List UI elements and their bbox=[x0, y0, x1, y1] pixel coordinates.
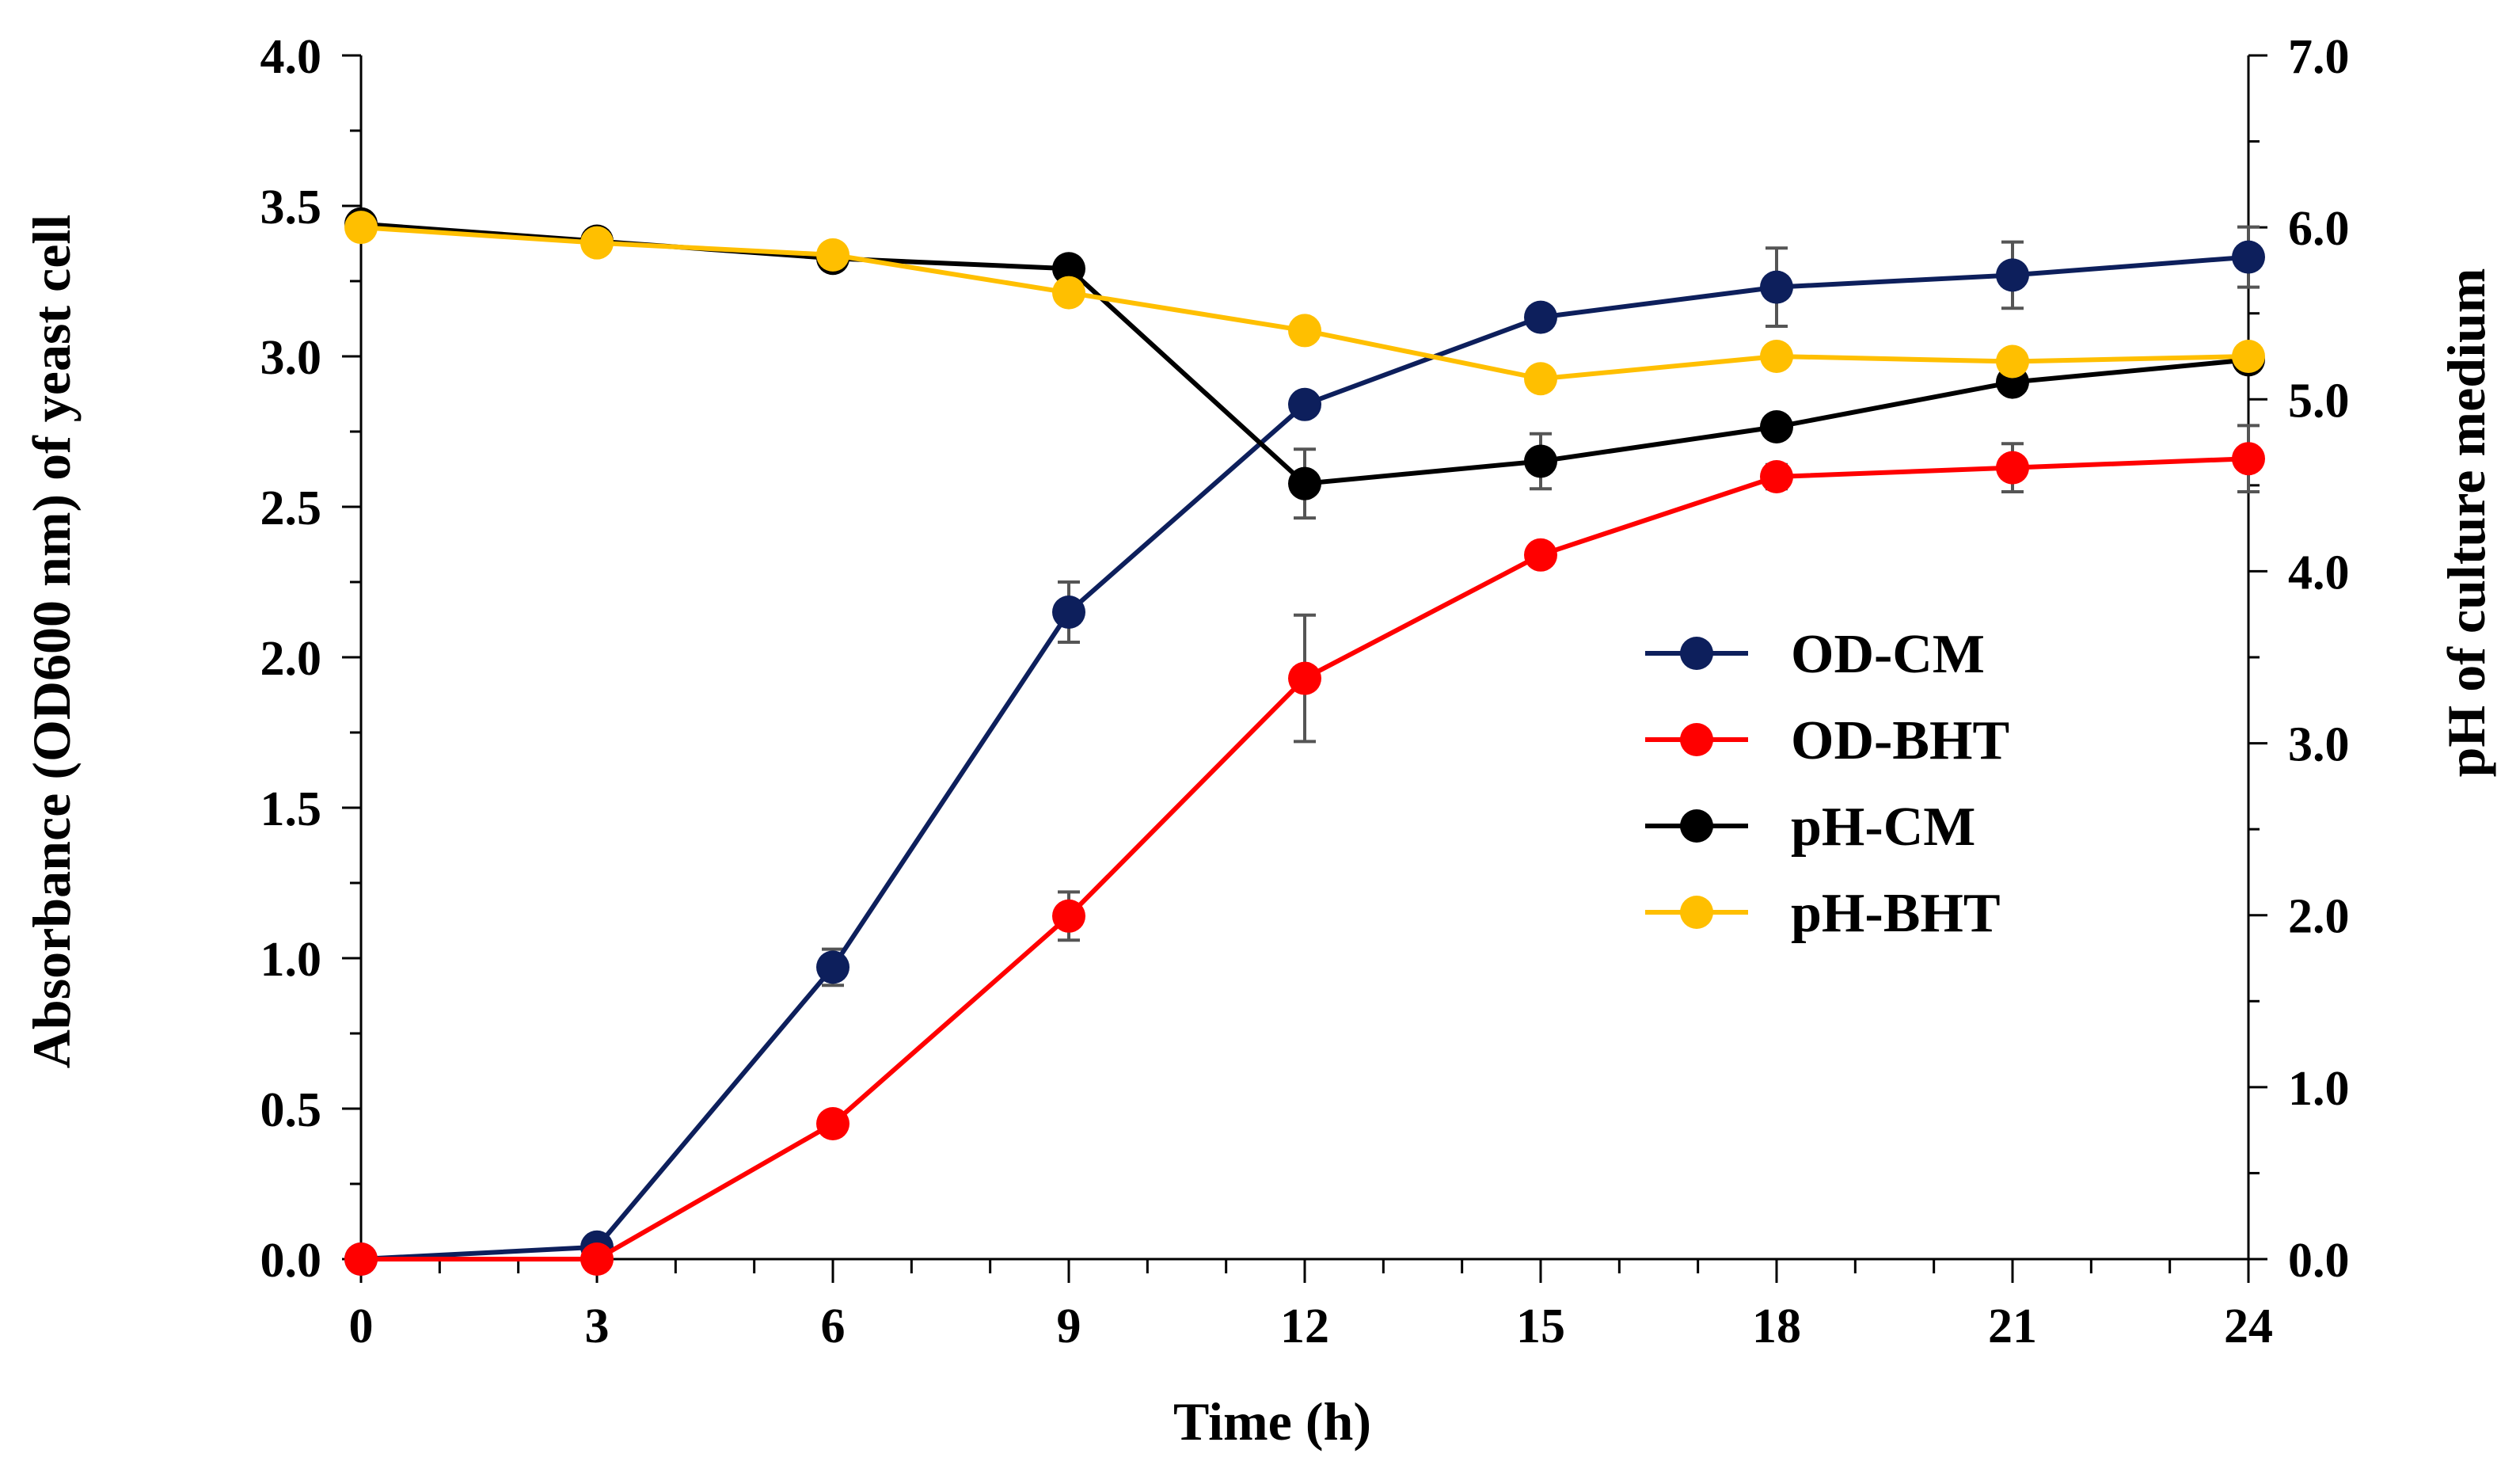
legend-item-od-cm: OD-CM bbox=[1645, 624, 1985, 685]
data-point bbox=[1996, 258, 2029, 292]
data-point bbox=[2232, 442, 2265, 476]
y-tick-label: 1.0 bbox=[260, 933, 322, 987]
y2-tick-label: 2.0 bbox=[2288, 890, 2350, 944]
series-ph-bht bbox=[344, 211, 2265, 396]
legend-marker bbox=[1680, 637, 1713, 670]
y-tick-label: 4.0 bbox=[260, 30, 322, 84]
legend-marker bbox=[1680, 809, 1713, 843]
x-tick-label: 12 bbox=[1280, 1299, 1329, 1353]
x-tick-label: 15 bbox=[1516, 1299, 1565, 1353]
data-point bbox=[344, 211, 378, 245]
data-point bbox=[580, 226, 614, 260]
legend-item-ph-cm: pH-CM bbox=[1645, 797, 1975, 858]
y-tick-label: 2.0 bbox=[260, 632, 322, 686]
data-point bbox=[1052, 596, 1085, 629]
data-point bbox=[1996, 451, 2029, 485]
data-point bbox=[816, 238, 850, 272]
data-point bbox=[344, 1242, 378, 1276]
data-point bbox=[580, 1242, 614, 1276]
data-point bbox=[1760, 270, 1793, 304]
y-tick-label: 0.0 bbox=[260, 1234, 322, 1288]
legend-label: pH-BHT bbox=[1791, 883, 2001, 944]
series-line bbox=[360, 225, 2249, 382]
x-tick-label: 9 bbox=[1057, 1299, 1081, 1353]
data-point bbox=[1052, 252, 1085, 286]
x-tick-label: 3 bbox=[585, 1299, 610, 1353]
data-point bbox=[1052, 276, 1085, 310]
y2-tick-label: 3.0 bbox=[2288, 718, 2350, 772]
data-point bbox=[1760, 460, 1793, 493]
y-tick-label: 2.5 bbox=[260, 481, 322, 535]
y-tick-label: 3.5 bbox=[260, 181, 322, 234]
series-layer bbox=[344, 207, 2265, 1276]
x-axis-title: Time (h) bbox=[1173, 1391, 1371, 1452]
data-point bbox=[2232, 340, 2265, 373]
data-point bbox=[1524, 362, 1557, 396]
series-od-cm bbox=[344, 225, 2265, 1276]
x-tick-label: 0 bbox=[349, 1299, 374, 1353]
data-point bbox=[816, 1107, 850, 1140]
legend-label: OD-BHT bbox=[1791, 710, 2009, 771]
data-point bbox=[1524, 300, 1557, 334]
y2-tick-label: 5.0 bbox=[2288, 374, 2350, 428]
y-tick-label: 0.5 bbox=[260, 1083, 322, 1137]
legend-marker bbox=[1680, 896, 1713, 929]
data-point bbox=[1288, 314, 1321, 348]
data-point bbox=[1052, 899, 1085, 933]
y2-tick-label: 7.0 bbox=[2288, 30, 2350, 84]
data-point bbox=[1760, 340, 1793, 373]
data-point bbox=[1288, 387, 1321, 421]
legend-layer: OD-CM OD-BHT pH-CM pH-BHT bbox=[1645, 624, 2009, 944]
data-point bbox=[1524, 538, 1557, 572]
y2-axis-title: pH of culture medium bbox=[2436, 268, 2496, 778]
data-point bbox=[816, 950, 850, 984]
y2-tick-label: 0.0 bbox=[2288, 1234, 2350, 1288]
data-point bbox=[1760, 410, 1793, 444]
data-point bbox=[2232, 240, 2265, 274]
x-tick-label: 6 bbox=[821, 1299, 846, 1353]
legend-label: OD-CM bbox=[1791, 624, 1985, 685]
legend-marker bbox=[1680, 723, 1713, 756]
series-line bbox=[360, 221, 2249, 486]
y-axis-title: Absorbance (OD600 nm) of yeast cell bbox=[21, 215, 82, 1068]
series-line bbox=[361, 456, 2249, 1261]
data-point bbox=[1996, 344, 2029, 379]
y-tick-label: 1.5 bbox=[260, 782, 322, 836]
y2-tick-label: 1.0 bbox=[2288, 1062, 2350, 1116]
y2-tick-label: 6.0 bbox=[2288, 202, 2350, 256]
data-point bbox=[1524, 444, 1557, 478]
series-od-bht bbox=[344, 424, 2265, 1276]
data-point bbox=[1288, 661, 1321, 695]
x-tick-label: 21 bbox=[1988, 1299, 2037, 1353]
legend-label: pH-CM bbox=[1791, 797, 1975, 858]
x-tick-label: 18 bbox=[1752, 1299, 1801, 1353]
y-tick-label: 3.0 bbox=[260, 331, 322, 385]
legend-item-ph-bht: pH-BHT bbox=[1645, 883, 2001, 944]
x-tick-label: 24 bbox=[2224, 1299, 2273, 1353]
ticks-layer: 0 3 6 9 12 15 18 21 24 0.0 0.5 1.0 1.5 2.0 2.5 3.0 3.5 4.… bbox=[260, 30, 2350, 1353]
legend-item-od-bht: OD-BHT bbox=[1645, 710, 2009, 771]
data-point bbox=[1288, 466, 1321, 500]
y2-tick-label: 4.0 bbox=[2288, 546, 2350, 599]
